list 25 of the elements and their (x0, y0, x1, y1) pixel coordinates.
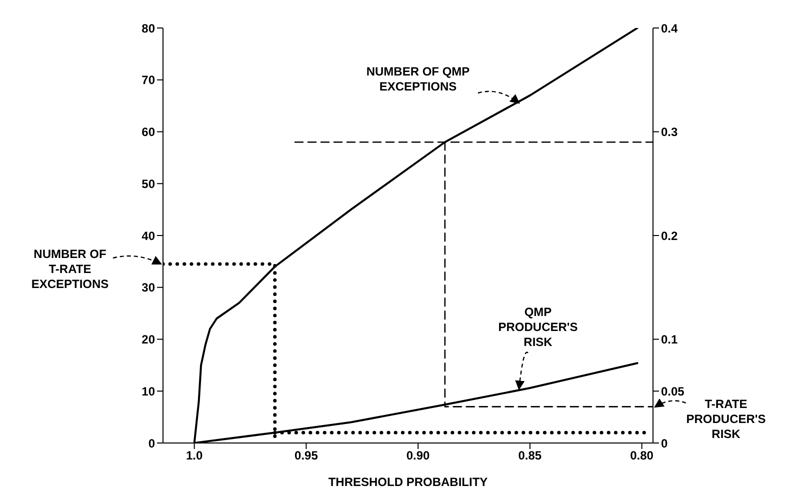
x-tick-label: 0.80 (630, 448, 654, 463)
y-tick-label: 40 (142, 228, 156, 243)
y-tick-label: 60 (142, 125, 156, 140)
y2-tick-label: 0.2 (661, 228, 678, 243)
x-tick-label: 0.85 (518, 448, 542, 463)
y-tick-label: 0 (148, 436, 156, 450)
annotation: NUMBER OF QMP EXCEPTIONS (366, 64, 470, 94)
y2-tick-label: 0 (661, 436, 668, 450)
text: NUMBER OF T-RATE EXCEPTIONS (31, 247, 109, 292)
y-tick-label: 10 (142, 384, 156, 398)
annotation: QMP PRODUCER'S RISK (498, 305, 578, 350)
y2-tick-label: 0.1 (661, 332, 678, 347)
y-tick-label: 50 (142, 176, 156, 191)
y2-tick-label: 0.3 (661, 125, 678, 140)
x-tick-label: 1.0 (186, 448, 203, 463)
y-tick-label: 70 (142, 73, 156, 88)
y2-tick-label: 0.4 (661, 21, 678, 36)
x-axis-title: THRESHOLD PROBABILITY (328, 475, 488, 489)
y-tick-label: 30 (142, 280, 156, 295)
y-tick-label: 20 (142, 332, 156, 347)
y2-tick-label: 0.05 (661, 384, 685, 398)
x-tick-label: 0.95 (294, 448, 318, 463)
text: T-RATE PRODUCER'S RISK (686, 397, 766, 442)
x-tick-label: 0.90 (406, 448, 430, 463)
y-tick-label: 80 (142, 21, 156, 36)
